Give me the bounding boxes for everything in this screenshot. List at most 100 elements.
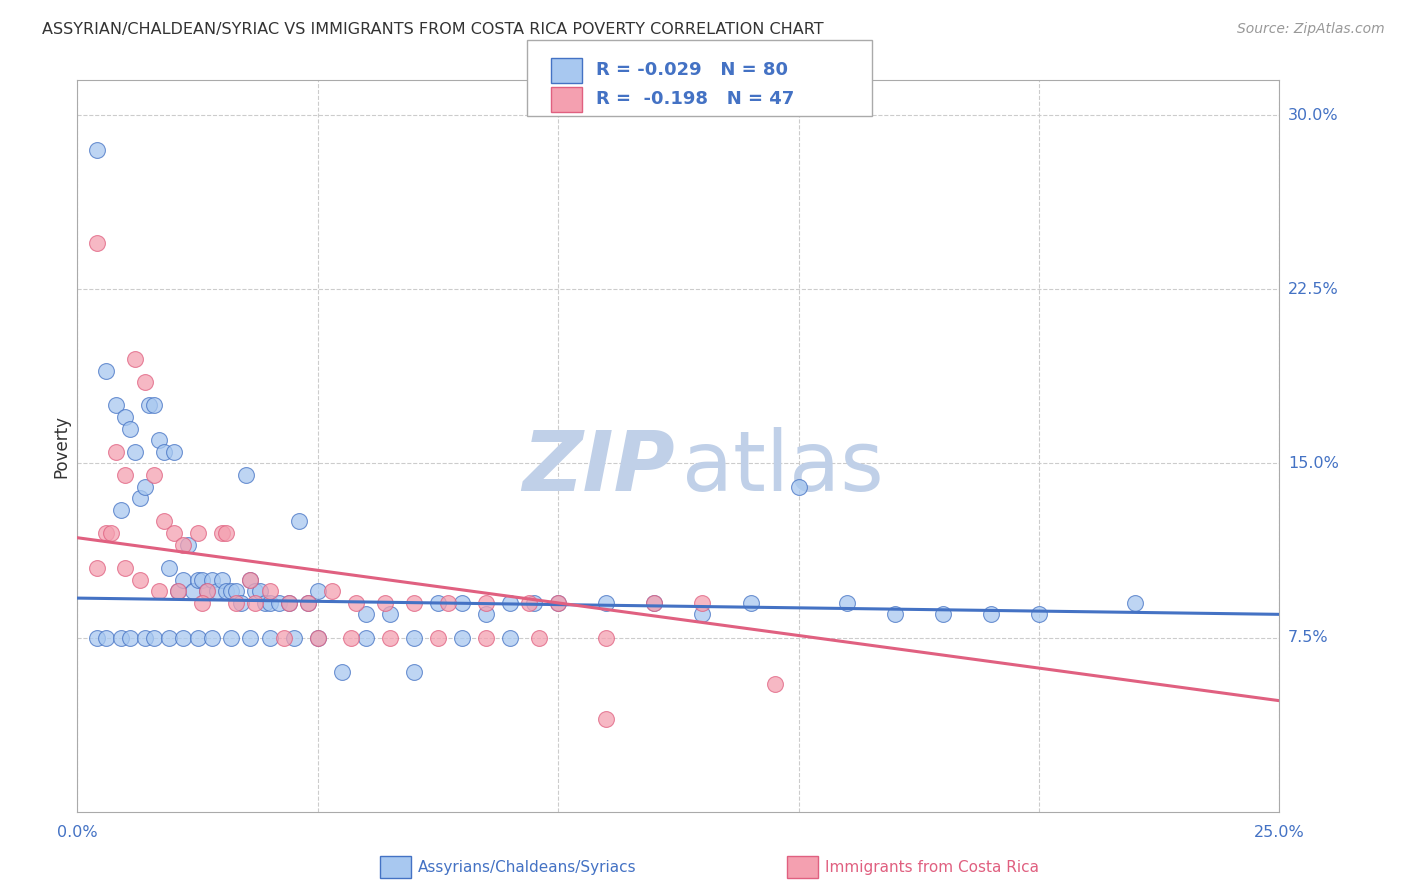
Point bbox=[321, 584, 343, 599]
Point bbox=[96, 363, 118, 377]
Point bbox=[114, 561, 136, 575]
Point bbox=[427, 631, 450, 645]
Point bbox=[932, 607, 955, 622]
Point bbox=[475, 631, 498, 645]
Point bbox=[527, 631, 550, 645]
Point bbox=[259, 596, 281, 610]
Text: ASSYRIAN/CHALDEAN/SYRIAC VS IMMIGRANTS FROM COSTA RICA POVERTY CORRELATION CHART: ASSYRIAN/CHALDEAN/SYRIAC VS IMMIGRANTS F… bbox=[42, 22, 824, 37]
Point bbox=[239, 573, 262, 587]
Point bbox=[186, 526, 209, 541]
Point bbox=[245, 584, 267, 599]
Point bbox=[402, 665, 425, 680]
Point bbox=[307, 584, 329, 599]
Text: atlas: atlas bbox=[682, 427, 884, 508]
Point bbox=[595, 631, 617, 645]
Point bbox=[110, 631, 132, 645]
Point bbox=[378, 631, 401, 645]
Point bbox=[134, 631, 156, 645]
Point bbox=[186, 573, 209, 587]
Point bbox=[595, 596, 617, 610]
Point bbox=[124, 351, 146, 366]
Point bbox=[378, 607, 401, 622]
Text: 22.5%: 22.5% bbox=[1288, 282, 1339, 297]
Text: 30.0%: 30.0% bbox=[1288, 108, 1339, 122]
Point bbox=[138, 398, 160, 412]
Point bbox=[297, 596, 319, 610]
Point bbox=[186, 631, 209, 645]
Point bbox=[172, 538, 194, 552]
Point bbox=[1123, 596, 1146, 610]
Text: R =  -0.198   N = 47: R = -0.198 N = 47 bbox=[596, 90, 794, 109]
Point bbox=[692, 596, 714, 610]
Point bbox=[211, 526, 233, 541]
Point bbox=[134, 375, 156, 389]
Point bbox=[374, 596, 396, 610]
Point bbox=[259, 631, 281, 645]
Point bbox=[100, 526, 122, 541]
Text: Assyrians/Chaldeans/Syriacs: Assyrians/Chaldeans/Syriacs bbox=[418, 860, 636, 874]
Point bbox=[96, 631, 118, 645]
Point bbox=[211, 573, 233, 587]
Point bbox=[201, 573, 224, 587]
Text: 25.0%: 25.0% bbox=[1254, 825, 1305, 840]
Point bbox=[277, 596, 299, 610]
Point bbox=[120, 631, 142, 645]
Point bbox=[225, 584, 247, 599]
Text: Immigrants from Costa Rica: Immigrants from Costa Rica bbox=[825, 860, 1039, 874]
Point bbox=[523, 596, 546, 610]
Point bbox=[124, 445, 146, 459]
Point bbox=[239, 631, 262, 645]
Point bbox=[330, 665, 353, 680]
Point bbox=[499, 596, 522, 610]
Point bbox=[451, 631, 474, 645]
Point bbox=[297, 596, 319, 610]
Point bbox=[143, 631, 166, 645]
Text: 7.5%: 7.5% bbox=[1288, 630, 1329, 645]
Text: R = -0.029   N = 80: R = -0.029 N = 80 bbox=[596, 61, 789, 79]
Point bbox=[763, 677, 786, 691]
Text: 15.0%: 15.0% bbox=[1288, 456, 1339, 471]
Point bbox=[86, 143, 108, 157]
Point bbox=[172, 631, 194, 645]
Point bbox=[883, 607, 905, 622]
Point bbox=[835, 596, 858, 610]
Point bbox=[517, 596, 540, 610]
Point bbox=[1028, 607, 1050, 622]
Point bbox=[128, 491, 150, 506]
Point bbox=[191, 573, 214, 587]
Point bbox=[86, 561, 108, 575]
Point bbox=[120, 421, 142, 435]
Point bbox=[307, 631, 329, 645]
Text: Source: ZipAtlas.com: Source: ZipAtlas.com bbox=[1237, 22, 1385, 37]
Point bbox=[153, 445, 176, 459]
Point bbox=[195, 584, 218, 599]
Point bbox=[436, 596, 458, 610]
Point bbox=[114, 409, 136, 424]
Point bbox=[283, 631, 305, 645]
Point bbox=[740, 596, 762, 610]
Point bbox=[475, 596, 498, 610]
Point bbox=[643, 596, 665, 610]
Point bbox=[354, 607, 377, 622]
Point bbox=[162, 526, 184, 541]
Point bbox=[402, 596, 425, 610]
Point bbox=[181, 584, 204, 599]
Point bbox=[205, 584, 228, 599]
Point bbox=[229, 596, 252, 610]
Point bbox=[157, 631, 180, 645]
Point bbox=[402, 631, 425, 645]
Point bbox=[110, 503, 132, 517]
Point bbox=[595, 712, 617, 726]
Point bbox=[427, 596, 450, 610]
Point bbox=[225, 596, 247, 610]
Point bbox=[86, 235, 108, 250]
Point bbox=[201, 631, 224, 645]
Point bbox=[162, 445, 184, 459]
Point bbox=[451, 596, 474, 610]
Point bbox=[114, 468, 136, 483]
Point bbox=[249, 584, 271, 599]
Point bbox=[219, 631, 242, 645]
Point bbox=[128, 573, 150, 587]
Point bbox=[273, 631, 295, 645]
Point bbox=[475, 607, 498, 622]
